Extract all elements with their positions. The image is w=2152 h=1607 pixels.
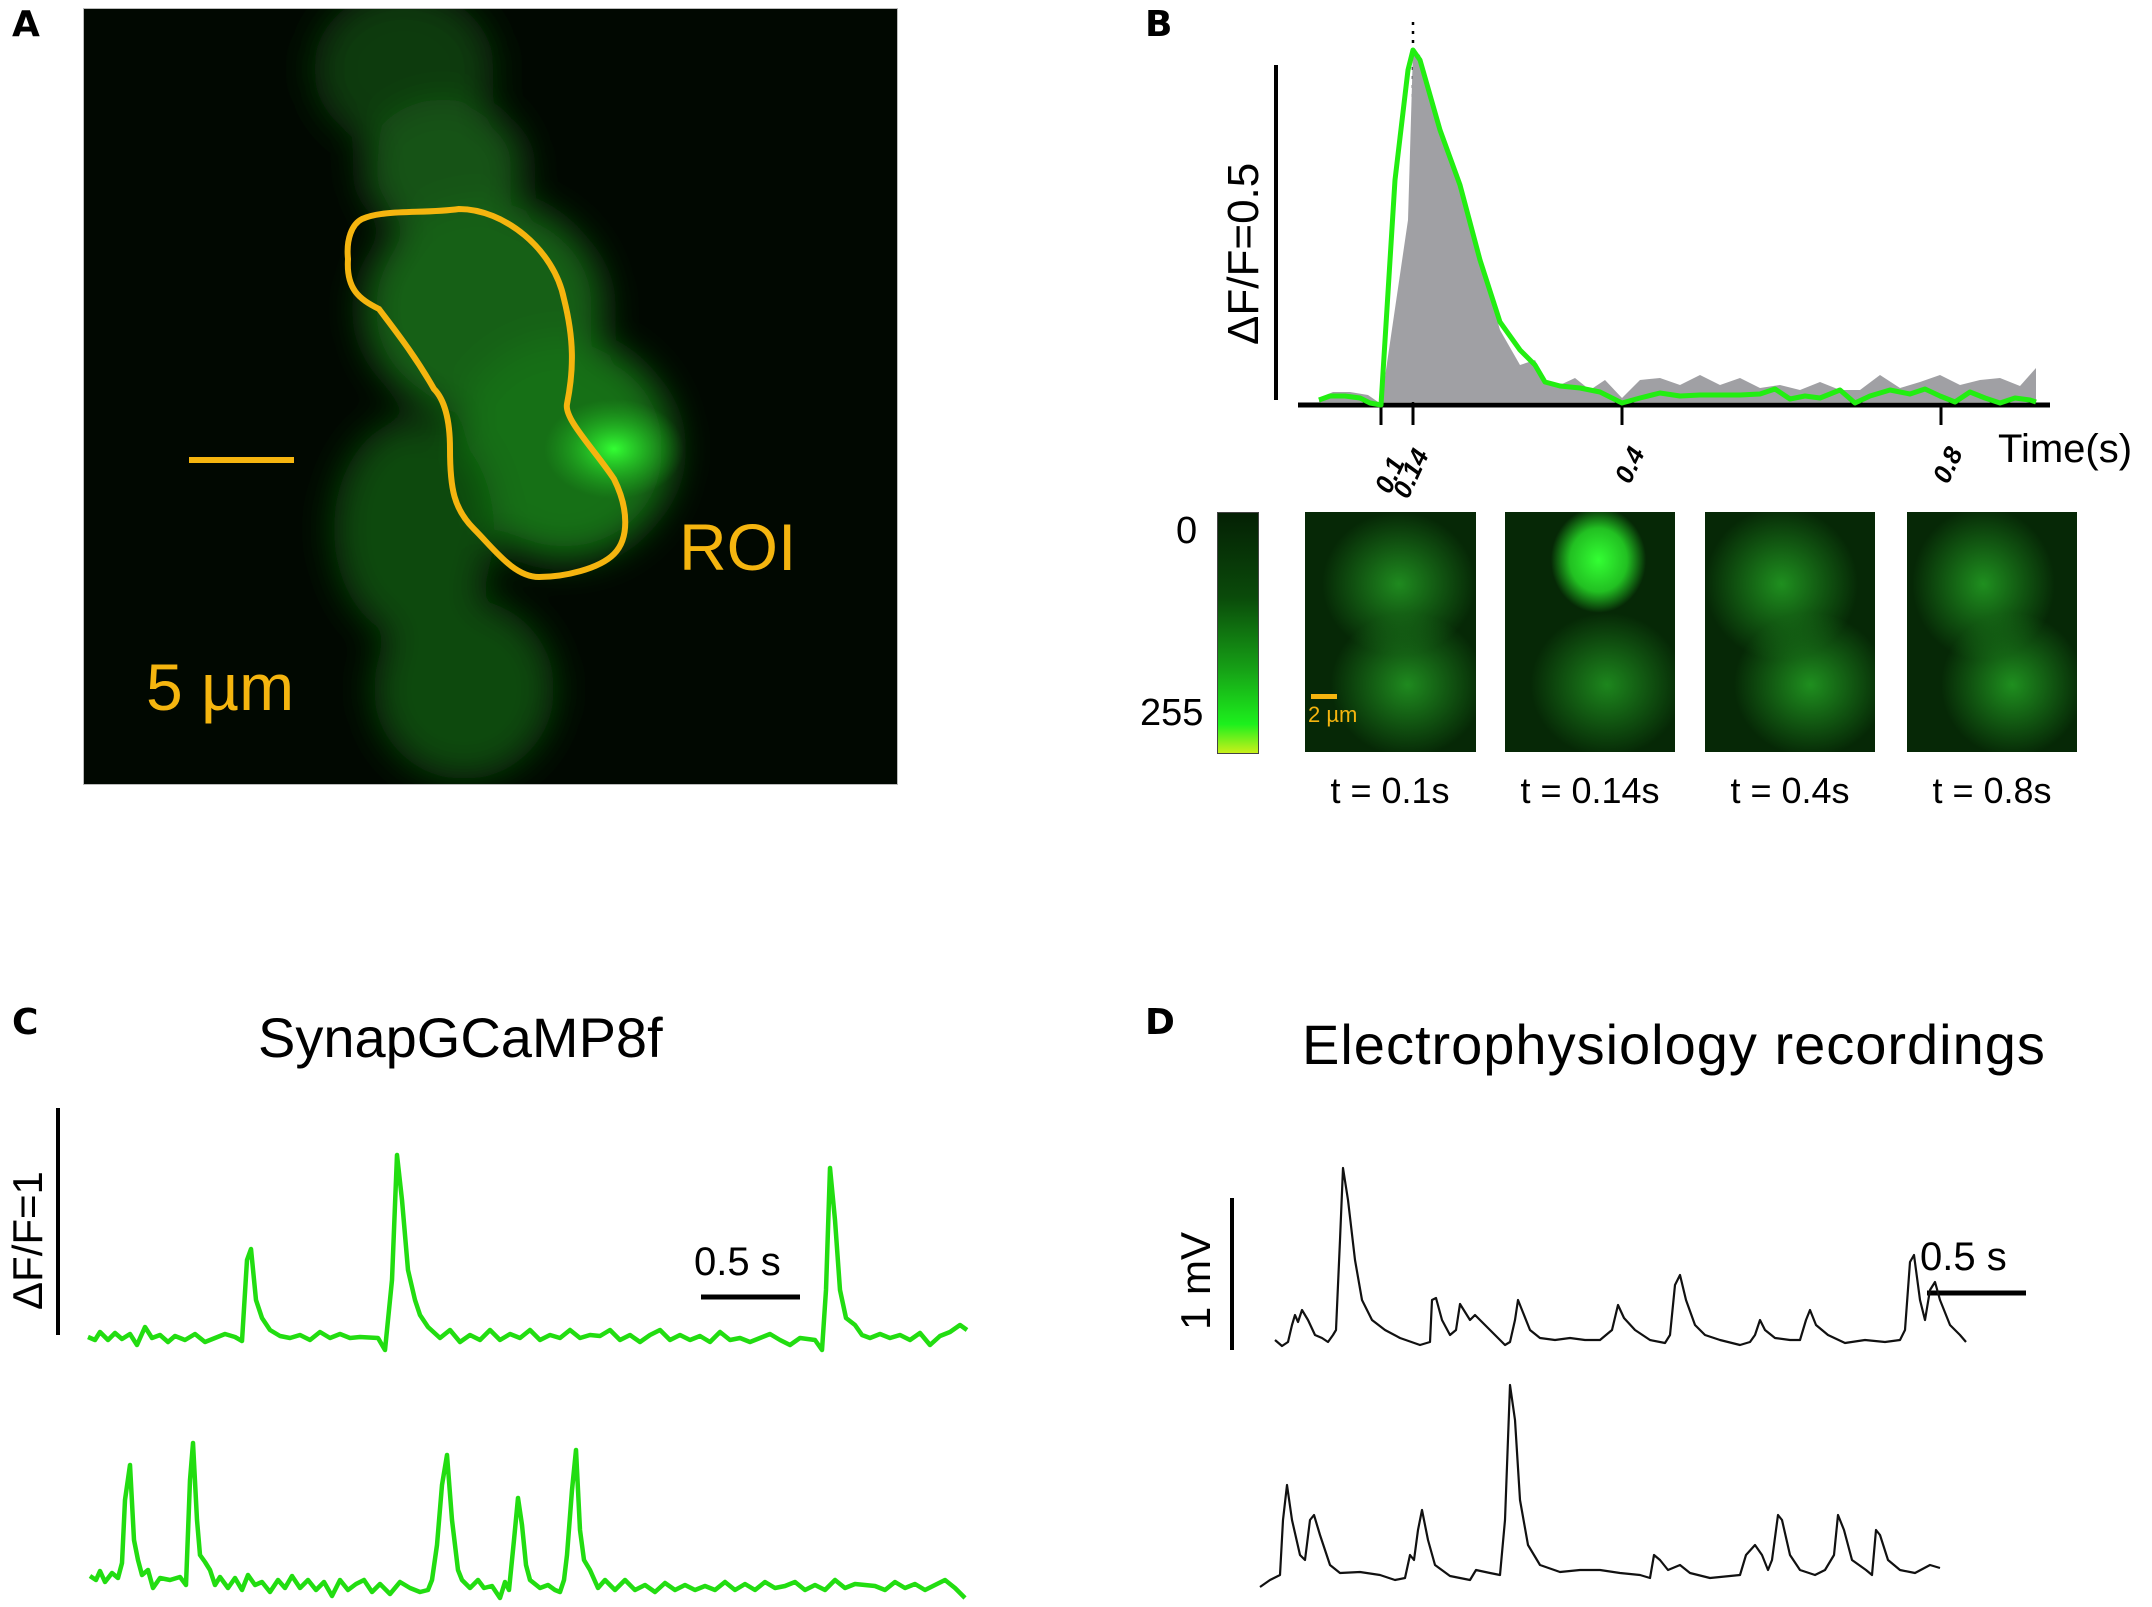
y-scale-label-d: 1 mV (1172, 1232, 1219, 1330)
scale-bar-a-label: 5 µm (146, 650, 295, 724)
thumbnail-scale-bar-label: 2 µm (1308, 702, 1358, 727)
colorbar-min-label: 0 (1176, 510, 1198, 552)
tick-label-0.8: 0.8 (1926, 442, 1969, 488)
mean-trace-b (1318, 47, 2037, 408)
x-axis-label-b: Time(s) (1998, 427, 2132, 471)
tick-label-0.14: 0.14 (1386, 444, 1435, 503)
micrograph-a-drawing (189, 9, 684, 779)
panel-d-title: Electrophysiology recordings (1302, 1013, 2046, 1076)
ephys-trace-2 (1259, 1383, 1941, 1588)
x-scale-label-d: 0.5 s (1920, 1235, 2007, 1279)
x-scale-label-c: 0.5 s (694, 1240, 781, 1284)
thumbnail-label-0.1: t = 0.1s (1330, 770, 1450, 811)
calcium-trace-1 (87, 1152, 969, 1353)
panel-c-title: SynapGCaMP8f (258, 1006, 663, 1069)
thumbnail-label-0.8: t = 0.8s (1932, 770, 2052, 811)
tick-label-0.4: 0.4 (1608, 442, 1651, 488)
thumbnail-t-0.8 (1907, 512, 2077, 752)
panel-label-d: D (1145, 1002, 1175, 1043)
thumbnail-label-0.4: t = 0.4s (1730, 770, 1850, 811)
calcium-trace-2 (88, 1440, 967, 1601)
panel-label-b: B (1145, 4, 1173, 45)
roi-label: ROI (679, 510, 797, 584)
thumbnail-t-0.1: 2 µm (1305, 512, 1476, 752)
thumbnail-t-0.14 (1505, 512, 1675, 752)
y-scale-label-b: ΔF/F=0.5 (1219, 163, 1268, 345)
thumbnail-scale-bar (1311, 694, 1337, 699)
panel-label-a: A (12, 4, 40, 45)
scale-bar-a (189, 457, 294, 463)
thumbnail-label-0.14: t = 0.14s (1520, 770, 1660, 811)
colorbar (1217, 512, 1259, 754)
thumbnail-t-0.4 (1705, 512, 1875, 752)
sem-band (1319, 50, 2036, 404)
panel-b-trace-chart: 0.1 0.14 0.4 0.8 ΔF/F=0.5 Time(s) (1219, 22, 2132, 503)
panel-a-micrograph: ROI 5 µm (83, 8, 898, 785)
y-scale-label-c: ΔF/F=1 (4, 1171, 51, 1310)
roi-outline (344, 205, 629, 581)
panel-label-c: C (12, 1002, 39, 1043)
ephys-trace-1 (1274, 1166, 1967, 1348)
colorbar-max-label: 255 (1140, 692, 1204, 734)
